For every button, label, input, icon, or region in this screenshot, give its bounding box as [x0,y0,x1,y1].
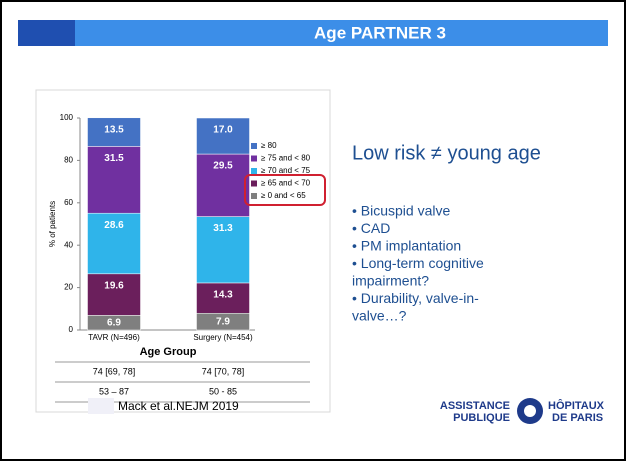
bar-segment [196,153,250,217]
legend-swatch [251,168,257,174]
value-label: 29.5 [213,161,233,172]
bar-segment [196,282,250,314]
value-label: 28.6 [104,220,124,231]
y-tick-label: 80 [64,156,73,165]
value-label: 17.0 [213,125,233,136]
legend-swatch [251,180,257,187]
slide-title: Age PARTNER 3 [314,23,446,42]
bullet-list: • Bicuspid valve• CAD• PM implantation• … [352,203,484,324]
y-tick-label: 40 [64,240,73,249]
table-cell: 74 [70, 78] [202,366,245,376]
chart: 0 20 40 60 80 100 % of patients 6.9 19.6 28.6 31.5… [48,113,311,403]
bullet-line: • CAD [352,220,390,236]
logo-text: DE PARIS [552,412,603,424]
bullet-line: • Durability, valve-in- [352,290,479,306]
value-label: 14.3 [213,290,233,301]
value-label: 13.5 [104,124,124,135]
table-cell: 50 - 85 [209,386,237,396]
x-tick-label: Surgery (N=454) [193,333,253,342]
citation: Mack et al.NEJM 2019 [118,399,239,413]
logo-text: ASSISTANCE [440,400,510,412]
legend-label: ≥ 75 and < 80 [261,154,311,163]
legend-label: ≥ 65 and < 70 [261,179,311,188]
bar-segment [196,216,250,284]
value-label: 7.9 [216,316,230,327]
logo-mark [524,405,536,417]
bullet-line: • Long-term cognitive [352,255,484,271]
legend-swatch [251,155,257,162]
table-cell: 53 – 87 [99,386,129,396]
heading: Low risk ≠ young age [352,142,541,164]
legend-label: ≥ 80 [261,141,277,150]
value-label: 31.3 [213,223,233,234]
bar-segment [87,212,141,275]
x-axis-label: Age Group [140,346,197,358]
y-tick-label: 0 [69,325,74,334]
header-bar [18,20,608,46]
logo-text: PUBLIQUE [453,412,510,424]
legend-label: ≥ 0 and < 65 [261,191,306,200]
value-label: 6.9 [107,317,121,328]
bar-segment [87,146,141,214]
legend-label: ≥ 70 and < 75 [261,166,311,175]
bullet-line: • Bicuspid valve [352,203,450,219]
legend-swatch [251,143,257,149]
table-cell: 74 [69, 78] [93,366,136,376]
chart-image [35,89,331,413]
bullet-line: valve…? [352,308,407,324]
header-accent [18,20,75,46]
y-axis-label: % of patients [48,201,57,247]
bullet-line: impairment? [352,273,429,289]
legend-swatch [251,193,257,199]
y-tick-label: 100 [60,113,74,122]
y-tick-label: 20 [64,283,73,292]
bar-segment [196,117,250,155]
small-logo [88,398,114,414]
x-tick-label: TAVR (N=496) [88,333,140,342]
logo-text: HÔPITAUX [548,399,605,412]
bar-segment [87,117,141,147]
value-label: 19.6 [104,280,124,291]
y-tick-label: 60 [64,198,73,207]
highlight-box [244,174,326,206]
bullet-line: • PM implantation [352,238,461,254]
value-label: 31.5 [104,153,124,164]
